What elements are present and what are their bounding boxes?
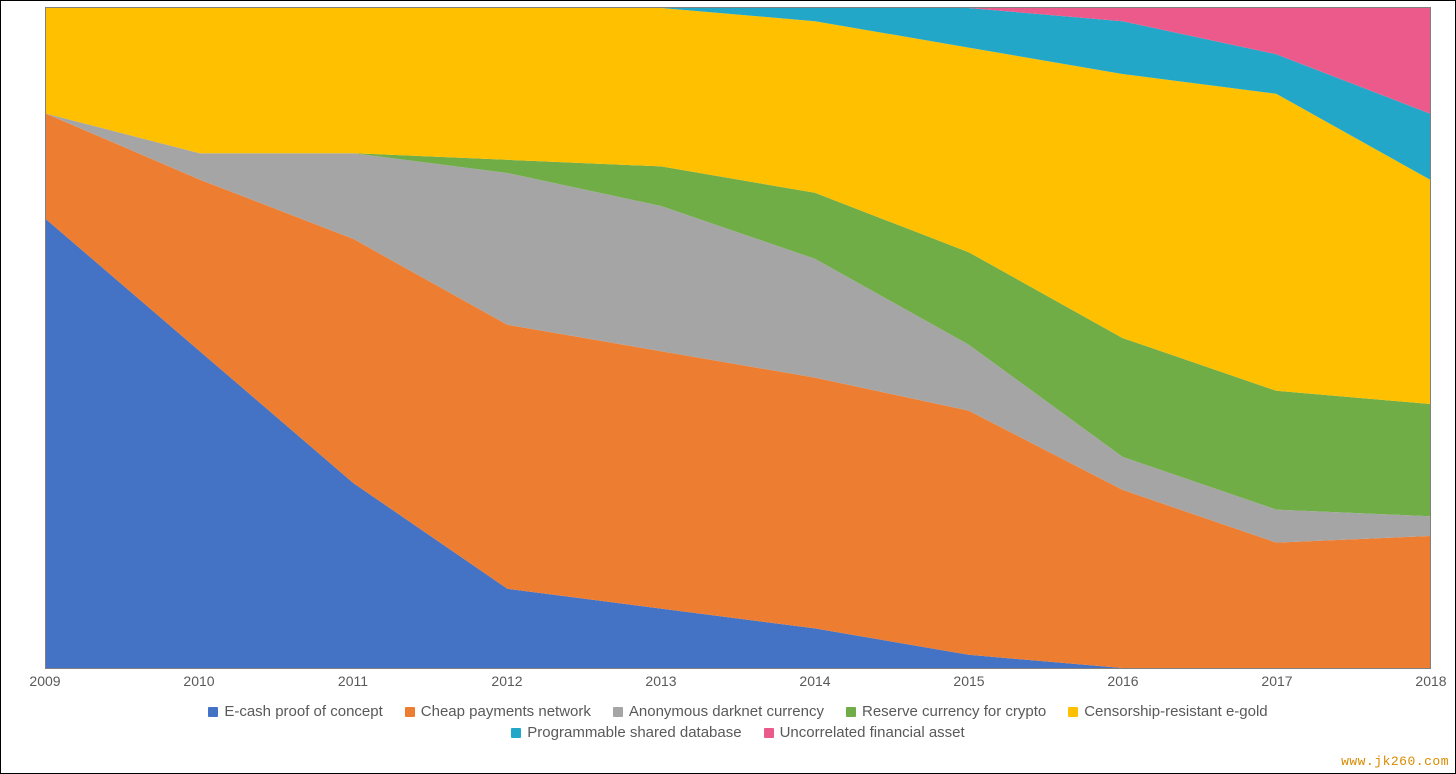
x-tick-label: 2009	[29, 673, 60, 689]
x-tick-label: 2018	[1415, 673, 1446, 689]
legend-swatch	[208, 707, 218, 717]
legend-label: Censorship-resistant e-gold	[1084, 703, 1267, 720]
legend-swatch	[613, 707, 623, 717]
legend-label: Programmable shared database	[527, 724, 741, 741]
stacked-area-chart	[45, 7, 1431, 669]
legend-label: Uncorrelated financial asset	[780, 724, 965, 741]
legend-item: Uncorrelated financial asset	[764, 724, 965, 741]
legend-item: E-cash proof of concept	[208, 703, 382, 720]
x-tick-label: 2012	[491, 673, 522, 689]
legend-label: Reserve currency for crypto	[862, 703, 1046, 720]
x-tick-label: 2014	[799, 673, 830, 689]
legend-swatch	[1068, 707, 1078, 717]
watermark-text: www.jk260.com	[1341, 754, 1449, 769]
legend-label: E-cash proof of concept	[224, 703, 382, 720]
x-axis: 2009201020112012201320142015201620172018	[45, 673, 1431, 693]
legend-item: Programmable shared database	[511, 724, 741, 741]
legend-item: Cheap payments network	[405, 703, 591, 720]
legend-swatch	[511, 728, 521, 738]
x-tick-label: 2013	[645, 673, 676, 689]
chart-svg	[46, 8, 1430, 668]
legend-label: Cheap payments network	[421, 703, 591, 720]
legend-item: Reserve currency for crypto	[846, 703, 1046, 720]
x-tick-label: 2011	[338, 673, 368, 689]
legend-label: Anonymous darknet currency	[629, 703, 824, 720]
x-tick-label: 2016	[1107, 673, 1138, 689]
legend-item: Anonymous darknet currency	[613, 703, 824, 720]
legend-swatch	[764, 728, 774, 738]
x-tick-label: 2017	[1261, 673, 1292, 689]
legend-item: Censorship-resistant e-gold	[1068, 703, 1267, 720]
x-tick-label: 2015	[953, 673, 984, 689]
legend-swatch	[405, 707, 415, 717]
legend: E-cash proof of concept Cheap payments ne…	[45, 697, 1431, 741]
x-tick-label: 2010	[183, 673, 214, 689]
legend-swatch	[846, 707, 856, 717]
